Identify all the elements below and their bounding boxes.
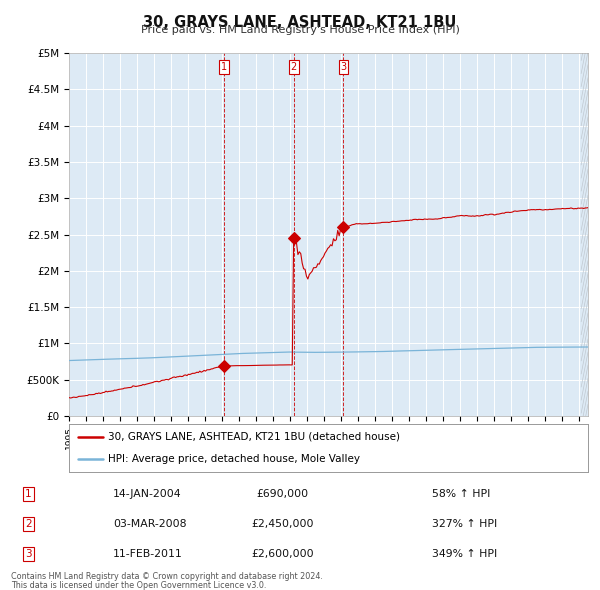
Text: £2,450,000: £2,450,000 xyxy=(251,519,314,529)
Text: 58% ↑ HPI: 58% ↑ HPI xyxy=(433,489,491,499)
Text: 349% ↑ HPI: 349% ↑ HPI xyxy=(433,549,498,559)
Text: This data is licensed under the Open Government Licence v3.0.: This data is licensed under the Open Gov… xyxy=(11,581,266,590)
Text: 327% ↑ HPI: 327% ↑ HPI xyxy=(433,519,498,529)
Point xyxy=(338,222,348,232)
Text: 30, GRAYS LANE, ASHTEAD, KT21 1BU: 30, GRAYS LANE, ASHTEAD, KT21 1BU xyxy=(143,15,457,30)
Text: 14-JAN-2004: 14-JAN-2004 xyxy=(113,489,181,499)
Point xyxy=(219,361,229,371)
Text: 1: 1 xyxy=(25,489,31,499)
Text: £690,000: £690,000 xyxy=(257,489,309,499)
Point xyxy=(289,234,298,243)
Text: 1: 1 xyxy=(221,62,227,72)
Text: 3: 3 xyxy=(25,549,31,559)
Text: 3: 3 xyxy=(340,62,346,72)
Text: 11-FEB-2011: 11-FEB-2011 xyxy=(113,549,182,559)
Text: 30, GRAYS LANE, ASHTEAD, KT21 1BU (detached house): 30, GRAYS LANE, ASHTEAD, KT21 1BU (detac… xyxy=(108,432,400,442)
Text: Price paid vs. HM Land Registry's House Price Index (HPI): Price paid vs. HM Land Registry's House … xyxy=(140,25,460,35)
Text: 03-MAR-2008: 03-MAR-2008 xyxy=(113,519,187,529)
Text: 2: 2 xyxy=(25,519,31,529)
Text: Contains HM Land Registry data © Crown copyright and database right 2024.: Contains HM Land Registry data © Crown c… xyxy=(11,572,323,581)
Text: 2: 2 xyxy=(290,62,297,72)
Text: £2,600,000: £2,600,000 xyxy=(251,549,314,559)
Text: HPI: Average price, detached house, Mole Valley: HPI: Average price, detached house, Mole… xyxy=(108,454,360,464)
